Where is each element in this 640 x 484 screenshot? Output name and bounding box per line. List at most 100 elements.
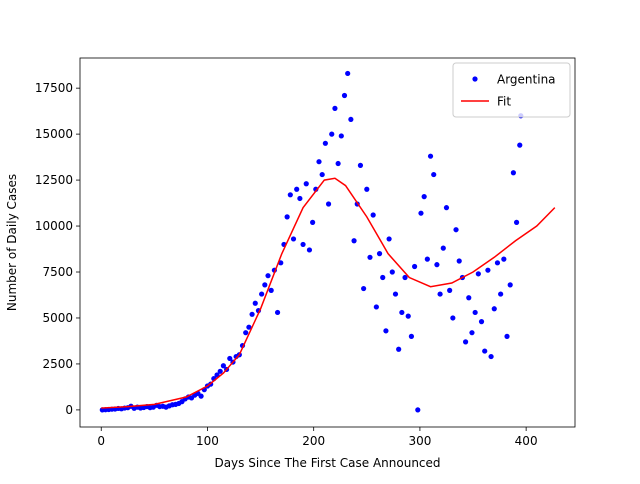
x-tick-label: 300	[408, 434, 431, 448]
x-axis-label: Days Since The First Case Announced	[214, 456, 440, 470]
data-point	[504, 333, 510, 339]
legend-label: Fit	[497, 95, 511, 109]
data-point	[380, 274, 386, 281]
data-point	[303, 181, 309, 187]
data-point	[434, 262, 440, 268]
data-point	[491, 306, 497, 312]
x-tick-label: 200	[302, 434, 325, 448]
data-point	[322, 140, 328, 146]
y-tick-label: 10000	[35, 219, 73, 233]
data-point	[373, 304, 379, 310]
data-point	[453, 227, 459, 233]
y-tick-label: 7500	[42, 265, 73, 279]
data-point	[482, 348, 488, 354]
data-point	[447, 287, 453, 293]
data-point	[290, 236, 297, 242]
data-point	[332, 105, 338, 111]
data-point	[517, 142, 523, 148]
data-point	[494, 260, 501, 266]
data-point	[252, 300, 258, 306]
axes-frame	[79, 57, 576, 428]
data-point	[259, 291, 265, 297]
x-tick-label: 400	[515, 434, 538, 448]
data-point	[396, 346, 402, 352]
data-point	[456, 258, 462, 264]
data-point	[370, 212, 376, 218]
data-point	[510, 170, 516, 176]
data-point	[466, 295, 472, 301]
data-point	[364, 186, 370, 192]
y-tick-label: 15000	[35, 127, 73, 141]
data-point	[443, 205, 450, 211]
data-point	[198, 393, 204, 399]
data-point	[246, 324, 252, 330]
data-point	[475, 271, 481, 277]
data-point	[421, 194, 427, 200]
data-point	[498, 291, 504, 297]
data-point	[408, 333, 415, 339]
legend-box	[452, 62, 571, 118]
y-tick-label: 12500	[35, 173, 73, 187]
data-point	[329, 131, 335, 137]
data-point	[389, 269, 395, 275]
data-point	[357, 162, 364, 168]
data-point	[310, 219, 316, 225]
data-point	[249, 311, 255, 317]
data-point	[287, 192, 293, 198]
data-point	[335, 160, 341, 167]
data-point	[478, 319, 485, 325]
x-tick-label: 100	[196, 434, 219, 448]
legend-label: Argentina	[497, 73, 556, 87]
plot-area	[99, 70, 556, 413]
data-point	[513, 219, 520, 225]
data-point	[367, 254, 373, 260]
data-point	[316, 159, 322, 165]
data-point	[469, 330, 475, 336]
data-point	[294, 186, 300, 192]
data-point	[405, 313, 411, 319]
data-point	[284, 214, 290, 220]
data-point	[351, 238, 357, 244]
legend: Argentina Fit	[452, 62, 571, 118]
data-point	[297, 195, 303, 202]
data-point	[386, 236, 392, 242]
legend-marker	[472, 76, 478, 82]
data-point	[399, 309, 405, 316]
data-point	[485, 267, 491, 273]
data-point	[338, 133, 344, 139]
data-point	[243, 330, 249, 336]
data-point	[227, 355, 233, 362]
data-point	[345, 70, 351, 77]
y-tick-label: 0	[65, 403, 73, 417]
data-point	[440, 245, 446, 251]
data-point	[462, 339, 469, 345]
data-point	[507, 282, 513, 288]
data-point	[450, 315, 456, 321]
data-point	[348, 116, 354, 123]
data-point	[392, 291, 399, 297]
data-point	[412, 263, 418, 270]
data-point	[424, 256, 430, 262]
data-point	[383, 328, 389, 334]
data-point	[376, 251, 383, 257]
data-point	[220, 363, 227, 369]
data-point	[427, 153, 434, 159]
data-point	[501, 256, 507, 262]
y-tick-label: 5000	[42, 311, 73, 325]
fit-line	[101, 177, 556, 409]
data-point	[431, 171, 437, 178]
data-point	[488, 353, 494, 360]
x-tick-label: 0	[97, 434, 105, 448]
y-axis-label: Number of Daily Cases	[5, 174, 19, 311]
data-point	[262, 282, 268, 288]
data-point	[341, 92, 348, 99]
y-tick-label: 2500	[42, 357, 73, 371]
data-point	[472, 309, 478, 316]
data-point	[325, 201, 332, 207]
data-point	[217, 368, 223, 374]
y-tick-label: 17500	[35, 81, 73, 95]
data-point	[300, 241, 306, 248]
data-point	[319, 171, 325, 178]
